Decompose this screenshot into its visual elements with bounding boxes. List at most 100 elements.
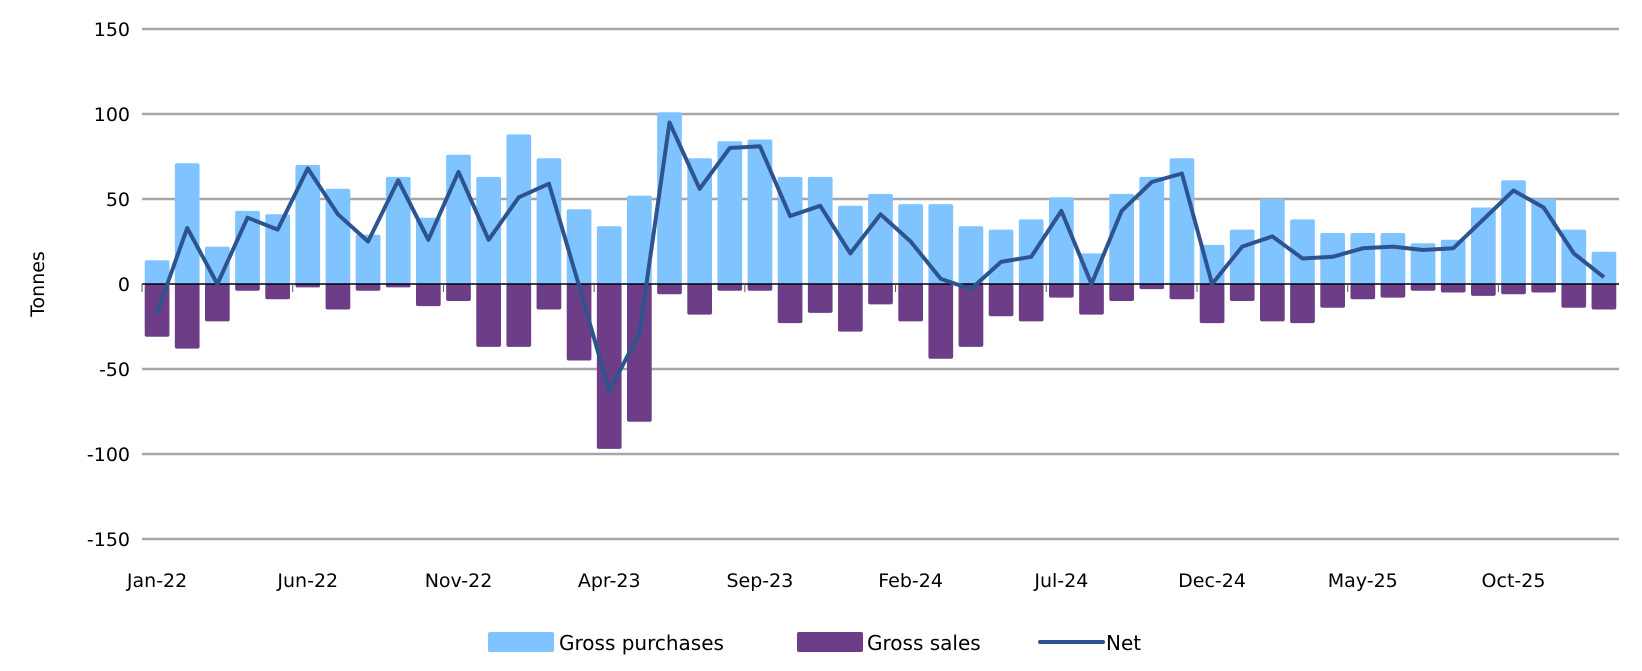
y-tick-label: -150	[87, 529, 130, 551]
bar-gross-sales	[204, 284, 230, 322]
legend-label-net: Net	[1106, 631, 1141, 655]
bar-gross-purchases	[1018, 219, 1044, 284]
bar-gross-sales	[235, 284, 260, 291]
bar-gross-sales	[1169, 284, 1195, 300]
bar-gross-sales	[1591, 284, 1617, 310]
y-tick-label: -100	[87, 444, 130, 466]
y-tick-label: 100	[94, 104, 130, 126]
bar-gross-sales	[295, 284, 321, 288]
legend-label-gross-sales: Gross sales	[867, 631, 981, 655]
bar-gross-sales	[1109, 284, 1135, 301]
y-tick-label: 50	[106, 189, 130, 211]
y-tick-labels: 150 100 50 0 -50 -100 -150	[87, 19, 130, 551]
bar-gross-purchases	[174, 163, 200, 284]
bar-gross-purchases	[1501, 180, 1526, 284]
bar-gross-sales	[1440, 284, 1466, 293]
y-tick-label: -50	[99, 359, 130, 381]
bar-gross-sales	[928, 284, 954, 359]
x-tick-label: Jan-22	[126, 570, 187, 592]
bar-gross-purchases	[687, 158, 713, 284]
bar-gross-sales	[988, 284, 1014, 317]
bar-gross-sales	[1320, 284, 1346, 308]
bar-gross-sales	[1048, 284, 1074, 298]
legend: Gross purchases Gross sales Net	[488, 631, 1141, 655]
bar-gross-purchases	[868, 193, 893, 284]
bar-gross-sales	[415, 284, 441, 307]
x-tick-label: Sep-23	[727, 570, 794, 592]
bar-gross-purchases	[1290, 219, 1315, 284]
bar-gross-sales	[1380, 284, 1406, 298]
bar-gross-purchases	[566, 209, 592, 284]
bar-gross-sales	[1199, 284, 1225, 324]
bar-gross-sales	[355, 284, 381, 291]
bar-gross-purchases	[355, 234, 381, 284]
bar-gross-sales	[536, 284, 562, 310]
bar-gross-sales	[446, 284, 471, 301]
y-tick-label: 0	[118, 274, 130, 296]
bar-gross-purchases	[1350, 233, 1376, 284]
bar-gross-sales	[385, 284, 411, 288]
bar-gross-sales	[777, 284, 803, 324]
bar-gross-sales	[265, 284, 291, 300]
bar-gross-purchases	[928, 204, 954, 284]
bar-gross-purchases	[1259, 199, 1285, 284]
bar-gross-purchases	[1591, 251, 1617, 284]
bar-gross-purchases	[295, 165, 321, 284]
bar-gross-purchases	[1109, 193, 1135, 284]
bar-gross-sales	[1229, 284, 1255, 301]
y-tick-label: 150	[94, 19, 130, 41]
legend-swatch-gross-purchases	[488, 632, 554, 652]
bar-gross-purchases	[1139, 176, 1165, 284]
bar-gross-purchases	[717, 141, 743, 284]
bar-gross-purchases	[837, 205, 863, 284]
bar-gross-sales	[1350, 284, 1376, 300]
bar-gross-sales	[1139, 284, 1165, 290]
bar-gross-sales	[506, 284, 532, 347]
bar-gross-sales	[325, 284, 351, 310]
x-tick-label: Feb-24	[878, 570, 943, 592]
bar-gross-sales	[1259, 284, 1285, 322]
bar-gross-purchases	[1079, 253, 1104, 284]
legend-label-gross-purchases: Gross purchases	[559, 631, 724, 655]
x-ticks	[141, 284, 1499, 292]
x-tick-label: Dec-24	[1178, 570, 1246, 592]
bar-gross-purchases	[807, 176, 833, 284]
bar-gross-sales	[1470, 284, 1496, 296]
bar-gross-sales	[1410, 284, 1436, 291]
bar-gross-sales	[1018, 284, 1044, 322]
x-tick-label: Nov-22	[425, 570, 493, 592]
x-tick-label: Jun-22	[276, 570, 338, 592]
bar-gross-purchases	[747, 139, 773, 284]
net-line	[155, 120, 1606, 394]
bar-gross-sales	[657, 284, 682, 295]
bar-gross-purchases	[476, 176, 502, 284]
bar-gross-sales	[807, 284, 833, 313]
bar-gross-sales	[476, 284, 502, 347]
bar-gross-sales	[1561, 284, 1587, 308]
bar-gross-purchases	[265, 214, 291, 284]
bar-gross-sales	[1079, 284, 1104, 315]
x-tick-label: May-25	[1328, 570, 1398, 592]
bar-gross-sales	[898, 284, 924, 322]
bar-gross-purchases	[958, 226, 984, 284]
bar-gross-sales	[687, 284, 713, 315]
bar-gross-purchases	[1410, 243, 1436, 284]
x-tick-label: Jul-24	[1033, 570, 1088, 592]
bar-gross-purchases	[325, 188, 351, 284]
bar-gross-sales	[747, 284, 773, 291]
bar-gross-purchases	[988, 229, 1014, 284]
bar-gross-sales	[174, 284, 200, 349]
bar-gross-purchases	[506, 134, 532, 284]
bar-gross-purchases	[144, 260, 170, 284]
bar-gross-purchases	[1531, 199, 1557, 284]
bar-gross-sales	[626, 284, 652, 422]
bar-gross-sales	[1501, 284, 1526, 295]
bar-gross-sales	[596, 284, 622, 449]
bar-gross-purchases	[626, 195, 652, 284]
bar-gross-purchases	[596, 226, 622, 284]
bar-gross-purchases	[536, 158, 562, 284]
bar-gross-sales	[868, 284, 893, 305]
x-tick-label: Apr-23	[578, 570, 641, 592]
bar-gross-sales	[837, 284, 863, 332]
